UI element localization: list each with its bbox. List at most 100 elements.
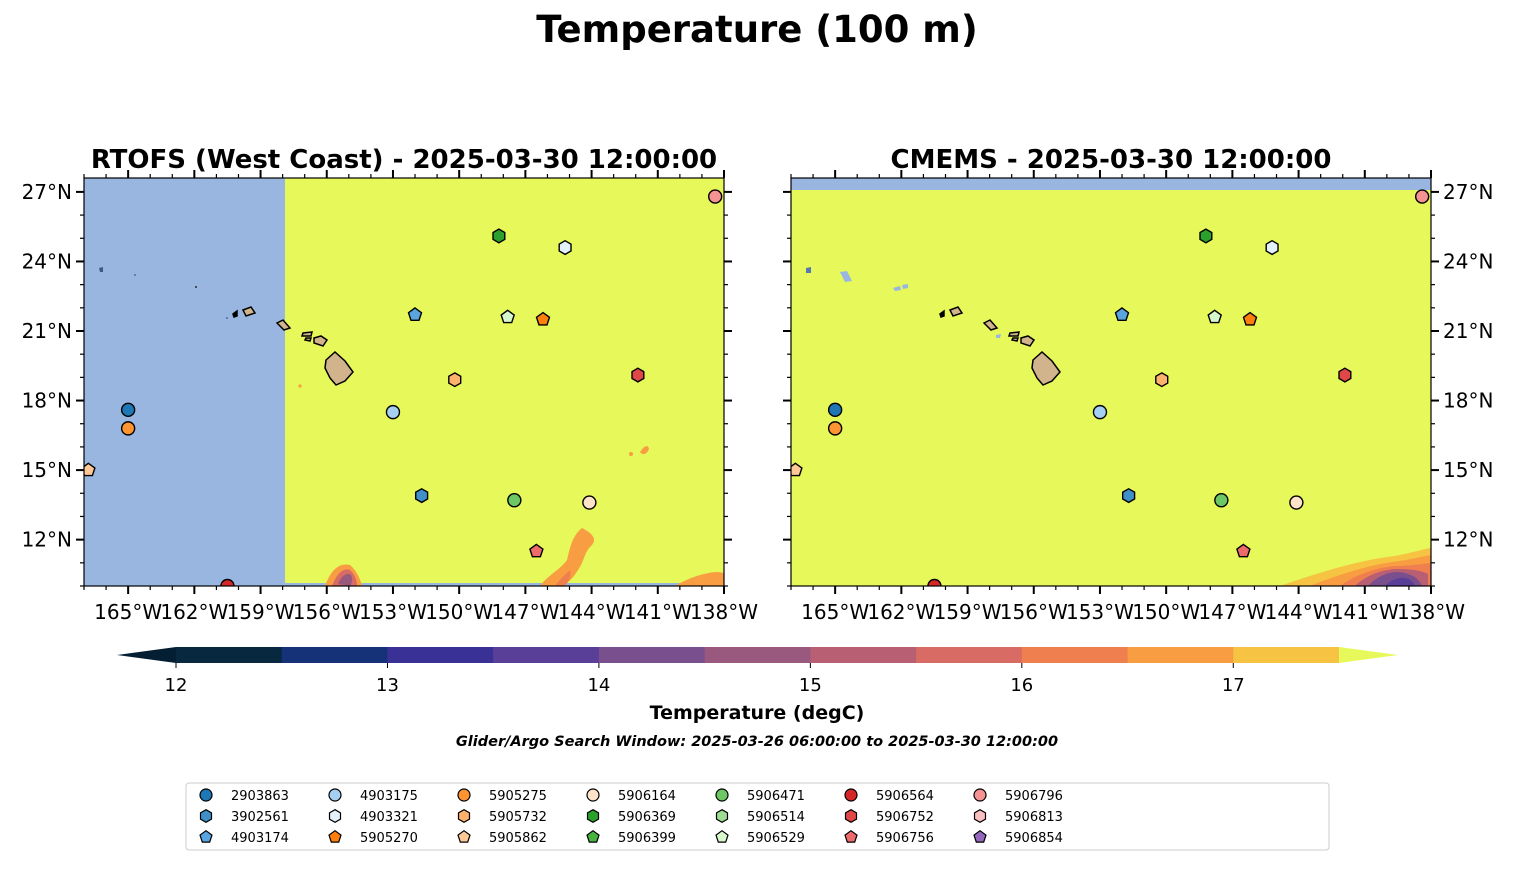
lon-tick-label: 144°W bbox=[1265, 600, 1333, 624]
float-marker-5906756 bbox=[529, 543, 544, 558]
colorbar-bin bbox=[281, 647, 388, 663]
lon-tick-label: 150°W bbox=[425, 600, 493, 624]
search-window-text: Glider/Argo Search Window: 2025-03-26 06… bbox=[456, 734, 1058, 750]
lon-tick-label: 165°W bbox=[801, 600, 869, 624]
legend-entry: 5906796 bbox=[973, 788, 1063, 804]
masked-region bbox=[84, 178, 285, 586]
legend-entry: 4903174 bbox=[199, 829, 289, 846]
legend-marker bbox=[328, 829, 342, 843]
legend-entry: 5906471 bbox=[715, 788, 805, 804]
legend-label: 5906399 bbox=[618, 831, 676, 846]
colorbar-bin bbox=[387, 647, 494, 663]
legend-entry: 5906854 bbox=[973, 829, 1063, 846]
lat-tick-label: 21°N bbox=[22, 319, 72, 343]
temperature-field bbox=[285, 178, 724, 586]
map-panel-cmems: CMEMS - 2025-03-30 12:00:00 bbox=[783, 145, 1493, 624]
float-marker-5905275 bbox=[827, 421, 843, 436]
float-marker-5906796 bbox=[1414, 189, 1430, 204]
masked-region-north bbox=[791, 178, 1431, 190]
legend-entry: 5905732 bbox=[457, 809, 547, 825]
lat-tick-label: 27°N bbox=[1443, 180, 1493, 204]
float-marker-5906164 bbox=[1289, 495, 1304, 510]
legend-marker bbox=[844, 788, 858, 802]
float-marker-5905275 bbox=[120, 421, 136, 436]
float-markers bbox=[791, 189, 1430, 586]
legend-marker bbox=[715, 809, 729, 823]
colorbar-bin bbox=[1127, 647, 1234, 663]
float-marker-5906529 bbox=[1207, 309, 1223, 324]
legend-label: 5906471 bbox=[747, 789, 805, 804]
float-marker-5906471 bbox=[507, 493, 522, 508]
legend-label: 5906756 bbox=[876, 831, 934, 846]
legend-marker bbox=[715, 788, 729, 802]
legend-entry: 5906564 bbox=[844, 788, 934, 804]
legend-label: 4903321 bbox=[360, 810, 418, 825]
float-marker-5905270 bbox=[535, 311, 551, 326]
float-marker-5906756 bbox=[1236, 543, 1251, 558]
colorbar-tick-label: 15 bbox=[799, 675, 822, 696]
float-marker-5906564 bbox=[220, 578, 235, 586]
legend-label: 5906752 bbox=[876, 810, 934, 825]
legend-label: 5905275 bbox=[489, 789, 547, 804]
float-marker-4903175 bbox=[385, 404, 401, 420]
lon-tick-label: 162°W bbox=[867, 600, 935, 624]
legend-entry: 4903321 bbox=[328, 809, 418, 825]
legend-label: 4903175 bbox=[360, 789, 418, 804]
legend-label: 5905732 bbox=[489, 810, 547, 825]
lon-tick-label: 153°W bbox=[359, 600, 427, 624]
colorbar-bin bbox=[176, 647, 283, 663]
float-marker-5905862 bbox=[791, 462, 803, 477]
map-frame bbox=[790, 177, 1432, 587]
legend-marker bbox=[199, 788, 213, 802]
colorbar-tick-label: 16 bbox=[1010, 675, 1033, 696]
legend-label: 5906813 bbox=[1005, 810, 1063, 825]
legend-label: 5906796 bbox=[1005, 789, 1063, 804]
lon-tick-label: 159°W bbox=[934, 600, 1002, 624]
legend-marker bbox=[844, 829, 858, 843]
float-marker-5905732 bbox=[1155, 372, 1169, 388]
legend-label: 5906529 bbox=[747, 831, 805, 846]
colorbar-bin bbox=[704, 647, 811, 663]
legend-marker bbox=[328, 788, 342, 802]
lat-tick-label: 24°N bbox=[22, 249, 72, 273]
colorbar-bin bbox=[1021, 647, 1129, 663]
land-hawaiian-islands bbox=[99, 267, 354, 386]
legend-marker bbox=[328, 809, 342, 823]
legend-marker bbox=[586, 788, 600, 802]
colorbar-tick-label: 14 bbox=[587, 675, 610, 696]
lon-tick-label: 156°W bbox=[1000, 600, 1068, 624]
legend-label: 5906164 bbox=[618, 789, 676, 804]
lat-tick-label: 12°N bbox=[1443, 528, 1493, 552]
lat-tick-label: 24°N bbox=[1443, 249, 1493, 273]
cold-water-contours bbox=[1280, 548, 1431, 586]
float-marker-5906564 bbox=[927, 578, 942, 586]
legend-label: 5906369 bbox=[618, 810, 676, 825]
temperature-field bbox=[791, 178, 1431, 586]
float-marker-5906752 bbox=[1338, 367, 1352, 383]
legend-entry: 4903175 bbox=[328, 788, 418, 804]
float-marker-5905862 bbox=[84, 462, 96, 477]
float-marker-2903863 bbox=[827, 402, 843, 418]
legend-entry: 5905275 bbox=[457, 788, 547, 804]
legend-label: 5906854 bbox=[1005, 831, 1063, 846]
legend-frame bbox=[185, 782, 1330, 851]
legend-label: 4903174 bbox=[231, 831, 289, 846]
lat-tick-label: 12°N bbox=[22, 528, 72, 552]
legend-label: 3902561 bbox=[231, 810, 289, 825]
float-marker-5906164 bbox=[582, 495, 597, 510]
axis-ticks: 165°W162°W159°W156°W153°W150°W147°W144°W… bbox=[783, 170, 1493, 624]
legend-entry: 5906756 bbox=[844, 829, 934, 846]
float-marker-5906369 bbox=[492, 228, 506, 244]
float-marker-5906369 bbox=[1199, 228, 1213, 244]
lon-tick-label: 147°W bbox=[491, 600, 559, 624]
legend-marker bbox=[199, 809, 213, 823]
lon-tick-label: 150°W bbox=[1132, 600, 1200, 624]
legend-marker bbox=[457, 809, 471, 823]
lon-tick-label: 156°W bbox=[293, 600, 361, 624]
legend-label: 5905862 bbox=[489, 831, 547, 846]
panel-title: CMEMS - 2025-03-30 12:00:00 bbox=[891, 145, 1332, 175]
figure-title: Temperature (100 m) bbox=[536, 8, 978, 51]
legend-label: 5906514 bbox=[747, 810, 805, 825]
legend-label: 2903863 bbox=[231, 789, 289, 804]
float-marker-5905732 bbox=[448, 372, 462, 388]
